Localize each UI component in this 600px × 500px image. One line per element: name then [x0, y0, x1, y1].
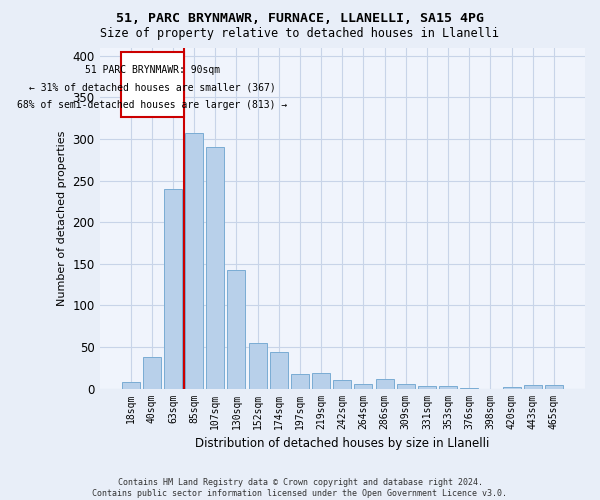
Bar	[248, 343, 266, 388]
Bar	[376, 380, 394, 388]
Bar	[143, 357, 161, 388]
X-axis label: Distribution of detached houses by size in Llanelli: Distribution of detached houses by size …	[195, 437, 490, 450]
Bar	[206, 148, 224, 388]
Bar	[334, 380, 351, 388]
Y-axis label: Number of detached properties: Number of detached properties	[57, 130, 67, 306]
Bar	[545, 385, 563, 388]
Bar	[291, 374, 309, 388]
Bar	[503, 387, 521, 388]
Bar	[524, 385, 542, 388]
Text: 68% of semi-detached houses are larger (813) →: 68% of semi-detached houses are larger (…	[17, 100, 287, 110]
Bar	[270, 352, 288, 389]
FancyBboxPatch shape	[121, 52, 184, 116]
Text: ← 31% of detached houses are smaller (367): ← 31% of detached houses are smaller (36…	[29, 82, 276, 92]
Bar	[227, 270, 245, 388]
Text: 51, PARC BRYNMAWR, FURNACE, LLANELLI, SA15 4PG: 51, PARC BRYNMAWR, FURNACE, LLANELLI, SA…	[116, 12, 484, 26]
Text: Size of property relative to detached houses in Llanelli: Size of property relative to detached ho…	[101, 28, 499, 40]
Text: Contains HM Land Registry data © Crown copyright and database right 2024.
Contai: Contains HM Land Registry data © Crown c…	[92, 478, 508, 498]
Bar	[312, 373, 330, 388]
Bar	[164, 189, 182, 388]
Bar	[122, 382, 140, 388]
Bar	[439, 386, 457, 388]
Text: 51 PARC BRYNMAWR: 90sqm: 51 PARC BRYNMAWR: 90sqm	[85, 65, 220, 75]
Bar	[185, 133, 203, 388]
Bar	[355, 384, 373, 388]
Bar	[397, 384, 415, 388]
Bar	[418, 386, 436, 388]
